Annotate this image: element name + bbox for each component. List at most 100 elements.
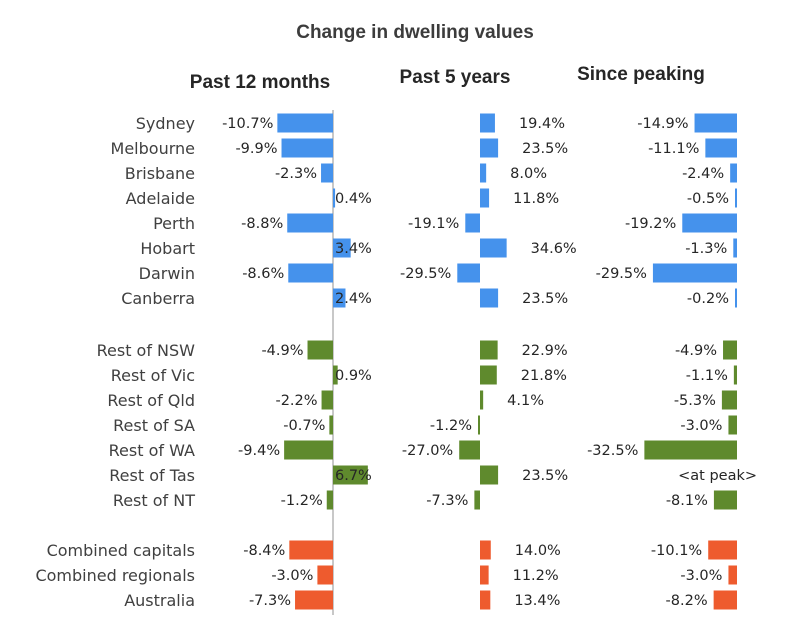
bar bbox=[333, 365, 338, 385]
data-label: 34.6% bbox=[531, 241, 577, 257]
bar bbox=[277, 113, 333, 133]
bar bbox=[321, 390, 333, 410]
bar bbox=[652, 263, 737, 283]
data-label: 23.5% bbox=[522, 141, 568, 157]
data-label: -27.0% bbox=[402, 443, 453, 459]
bar bbox=[733, 365, 737, 385]
data-label: -11.1% bbox=[648, 141, 699, 157]
category-label: Rest of SA bbox=[113, 416, 195, 435]
bar bbox=[465, 213, 480, 233]
bar bbox=[287, 213, 333, 233]
data-label: -8.8% bbox=[241, 216, 283, 232]
bar bbox=[694, 113, 737, 133]
bar bbox=[284, 440, 333, 460]
data-label: 22.9% bbox=[522, 343, 568, 359]
data-label: 2.4% bbox=[335, 291, 372, 307]
category-label: Hobart bbox=[140, 239, 195, 258]
data-label: -1.2% bbox=[281, 493, 323, 509]
bar bbox=[459, 440, 480, 460]
bar bbox=[457, 263, 480, 283]
bar bbox=[329, 415, 333, 435]
bar bbox=[644, 440, 737, 460]
category-label: Canberra bbox=[121, 289, 195, 308]
data-label: 11.2% bbox=[513, 568, 559, 584]
data-label: 14.0% bbox=[515, 543, 561, 559]
data-label: -5.3% bbox=[674, 393, 716, 409]
data-label: -4.9% bbox=[261, 343, 303, 359]
bar bbox=[321, 163, 333, 183]
category-label: Rest of Tas bbox=[109, 466, 195, 485]
bar bbox=[713, 590, 737, 610]
bar bbox=[708, 540, 737, 560]
data-label: -0.5% bbox=[687, 191, 729, 207]
category-label: Sydney bbox=[136, 114, 195, 133]
data-label: -1.3% bbox=[685, 241, 727, 257]
data-label: 21.8% bbox=[521, 368, 567, 384]
bar bbox=[730, 163, 737, 183]
data-label: 0.4% bbox=[335, 191, 372, 207]
bar bbox=[333, 238, 351, 258]
bar bbox=[721, 390, 737, 410]
panel-title: Past 5 years bbox=[400, 67, 511, 88]
bar bbox=[478, 415, 480, 435]
bar bbox=[480, 163, 487, 183]
data-label: -3.0% bbox=[271, 568, 313, 584]
bar bbox=[326, 490, 333, 510]
data-label: 23.5% bbox=[522, 291, 568, 307]
data-label: 8.0% bbox=[510, 166, 547, 182]
bar bbox=[723, 340, 737, 360]
bar bbox=[735, 188, 737, 208]
data-label: -14.9% bbox=[637, 116, 688, 132]
data-label: -8.2% bbox=[666, 593, 708, 609]
bar bbox=[735, 288, 737, 308]
bar bbox=[480, 590, 491, 610]
panel-title: Past 12 months bbox=[190, 72, 330, 93]
bar bbox=[333, 465, 368, 485]
data-label: 11.8% bbox=[513, 191, 559, 207]
bar bbox=[733, 238, 737, 258]
bar bbox=[281, 138, 333, 158]
data-label: -9.9% bbox=[235, 141, 277, 157]
bar bbox=[480, 465, 499, 485]
data-label: -3.0% bbox=[680, 568, 722, 584]
data-label: -29.5% bbox=[596, 266, 647, 282]
category-label: Combined regionals bbox=[35, 566, 195, 585]
category-label: Rest of Qld bbox=[107, 391, 195, 410]
data-label: -19.2% bbox=[625, 216, 676, 232]
data-label: -8.6% bbox=[242, 266, 284, 282]
bar bbox=[480, 138, 499, 158]
data-label: -9.4% bbox=[238, 443, 280, 459]
data-label: -1.2% bbox=[430, 418, 472, 434]
data-label: -7.3% bbox=[249, 593, 291, 609]
data-label: 4.1% bbox=[507, 393, 544, 409]
data-label: -2.3% bbox=[275, 166, 317, 182]
data-label: 6.7% bbox=[335, 468, 372, 484]
category-label: Darwin bbox=[139, 264, 195, 283]
data-label: -0.7% bbox=[283, 418, 325, 434]
bar bbox=[480, 390, 484, 410]
bar bbox=[288, 263, 333, 283]
category-label: Perth bbox=[153, 214, 195, 233]
bar bbox=[480, 238, 507, 258]
bar bbox=[333, 188, 336, 208]
data-label: -4.9% bbox=[675, 343, 717, 359]
panel-title: Since peaking bbox=[577, 64, 705, 85]
bar bbox=[728, 415, 737, 435]
data-label: -8.4% bbox=[243, 543, 285, 559]
data-label: 3.4% bbox=[335, 241, 372, 257]
data-label: -0.2% bbox=[687, 291, 729, 307]
bar bbox=[307, 340, 333, 360]
category-label: Australia bbox=[124, 591, 195, 610]
bar bbox=[474, 490, 480, 510]
bar bbox=[480, 365, 497, 385]
bar bbox=[480, 565, 489, 585]
data-label: -2.4% bbox=[682, 166, 724, 182]
data-label: -7.3% bbox=[426, 493, 468, 509]
bar bbox=[480, 340, 498, 360]
data-label: -29.5% bbox=[400, 266, 451, 282]
category-label: Combined capitals bbox=[47, 541, 195, 560]
bar bbox=[728, 565, 737, 585]
category-label: Brisbane bbox=[125, 164, 195, 183]
category-label: Melbourne bbox=[111, 139, 195, 158]
